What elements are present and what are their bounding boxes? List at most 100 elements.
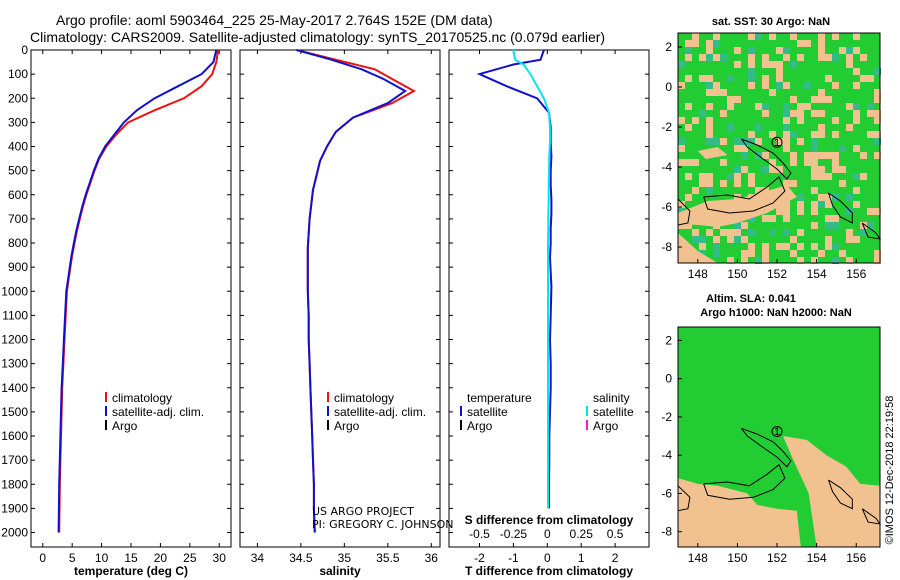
y-tick-label: 900 xyxy=(8,260,28,274)
map-cell xyxy=(727,103,734,110)
map-cell xyxy=(706,103,713,110)
y-tick-label: -8 xyxy=(661,240,672,254)
legend-title-salinity: salinity xyxy=(593,391,630,405)
map-cell xyxy=(748,215,755,222)
map-coastline xyxy=(828,479,853,510)
x-tick-label: 154 xyxy=(807,267,827,281)
map-cell xyxy=(685,194,692,201)
y-tick-label: 500 xyxy=(8,164,28,178)
map-cell xyxy=(699,243,706,250)
map-cell xyxy=(755,138,762,145)
map-cell xyxy=(825,236,832,243)
map-cell xyxy=(713,89,720,96)
legend-swatch-t-satellite xyxy=(460,406,462,416)
map-cell xyxy=(762,54,769,61)
map-cell xyxy=(846,208,853,215)
map-cell xyxy=(734,173,741,180)
sst-map: 1 148 150 152 154 156 2 0 -2 -4 -6 -8 xyxy=(661,32,882,281)
map-cell xyxy=(853,110,860,117)
map-cell xyxy=(797,40,804,47)
map-cell xyxy=(685,124,692,131)
x-tick-label-s: -0.5 xyxy=(469,527,490,541)
map-cell xyxy=(699,173,706,180)
map-cell xyxy=(832,257,839,264)
map-cell xyxy=(727,96,734,103)
map-cell xyxy=(818,47,825,54)
x-tick-label: 152 xyxy=(767,551,787,565)
sla-map-title-2: Argo h1000: NaN h2000: NaN xyxy=(700,307,852,319)
map-cell xyxy=(874,68,881,75)
map-cell xyxy=(825,75,832,82)
x-tick-label: 148 xyxy=(688,267,708,281)
map-cell xyxy=(762,215,769,222)
map-cell xyxy=(790,152,797,159)
map-cell xyxy=(846,54,853,61)
map-cell xyxy=(734,222,741,229)
map-cell xyxy=(783,117,790,124)
map-cell xyxy=(818,194,825,201)
y-tick-label: -4 xyxy=(661,160,672,174)
map-cell xyxy=(846,47,853,54)
map-cell xyxy=(839,250,846,257)
difference-panel xyxy=(448,49,650,548)
salinity-plot: 34 34.5 35 35.5 36 xyxy=(240,49,440,565)
legend-swatch-climatology xyxy=(327,392,329,402)
map-cell xyxy=(678,145,685,152)
map-cell xyxy=(706,131,713,138)
map-cell xyxy=(818,250,825,257)
map-cell xyxy=(720,54,727,61)
map-cell xyxy=(776,75,783,82)
map-cell xyxy=(790,96,797,103)
y-tick-label: -6 xyxy=(661,486,672,500)
map-cell xyxy=(797,243,804,250)
map-cell xyxy=(811,243,818,250)
y-tick-label: 700 xyxy=(8,212,28,226)
map-cell xyxy=(783,124,790,131)
map-cell xyxy=(790,250,797,257)
x-tick-label-s: 0 xyxy=(544,527,551,541)
map-cell xyxy=(853,117,860,124)
temperature-xlabel: temperature (deg C) xyxy=(74,564,188,578)
map-cell xyxy=(734,229,741,236)
map-cell xyxy=(818,110,825,117)
map-cell xyxy=(720,159,727,166)
map-cell xyxy=(853,173,860,180)
map-cell xyxy=(727,236,734,243)
salinity-panel xyxy=(239,49,441,548)
map-cell xyxy=(762,75,769,82)
x-tick-label: 1 xyxy=(578,551,585,565)
y-tick-label: 600 xyxy=(8,188,28,202)
map-cell xyxy=(685,173,692,180)
map-cell xyxy=(734,138,741,145)
map-cell xyxy=(706,89,713,96)
map-cell xyxy=(811,208,818,215)
map-land xyxy=(678,233,718,263)
map-cell xyxy=(713,250,720,257)
map-cell xyxy=(832,131,839,138)
map-cell xyxy=(734,61,741,68)
map-cell xyxy=(706,187,713,194)
map-cell xyxy=(713,82,720,89)
map-cell xyxy=(692,159,699,166)
map-cell xyxy=(874,89,881,96)
map-cell xyxy=(776,208,783,215)
y-tick-label: 1200 xyxy=(1,333,28,347)
map-coastline xyxy=(703,176,786,214)
map-cell xyxy=(790,61,797,68)
map-cell xyxy=(860,54,867,61)
map-cell xyxy=(804,159,811,166)
map-cell xyxy=(783,215,790,222)
sst-map-title: sat. SST: 30 Argo: NaN xyxy=(712,16,830,28)
map-cell xyxy=(790,33,797,40)
map-cell xyxy=(727,229,734,236)
x-tick-label: 150 xyxy=(727,551,747,565)
map-cell xyxy=(825,222,832,229)
argo-position-label: 1 xyxy=(774,426,780,438)
difference-xlabel-top: S difference from climatology xyxy=(465,513,634,527)
map-cell xyxy=(692,187,699,194)
map-cell xyxy=(804,103,811,110)
map-cell xyxy=(853,236,860,243)
map-frame xyxy=(677,32,881,264)
map-cell xyxy=(804,82,811,89)
title-line-1: Argo profile: aoml 5903464_225 25-May-20… xyxy=(56,12,493,28)
